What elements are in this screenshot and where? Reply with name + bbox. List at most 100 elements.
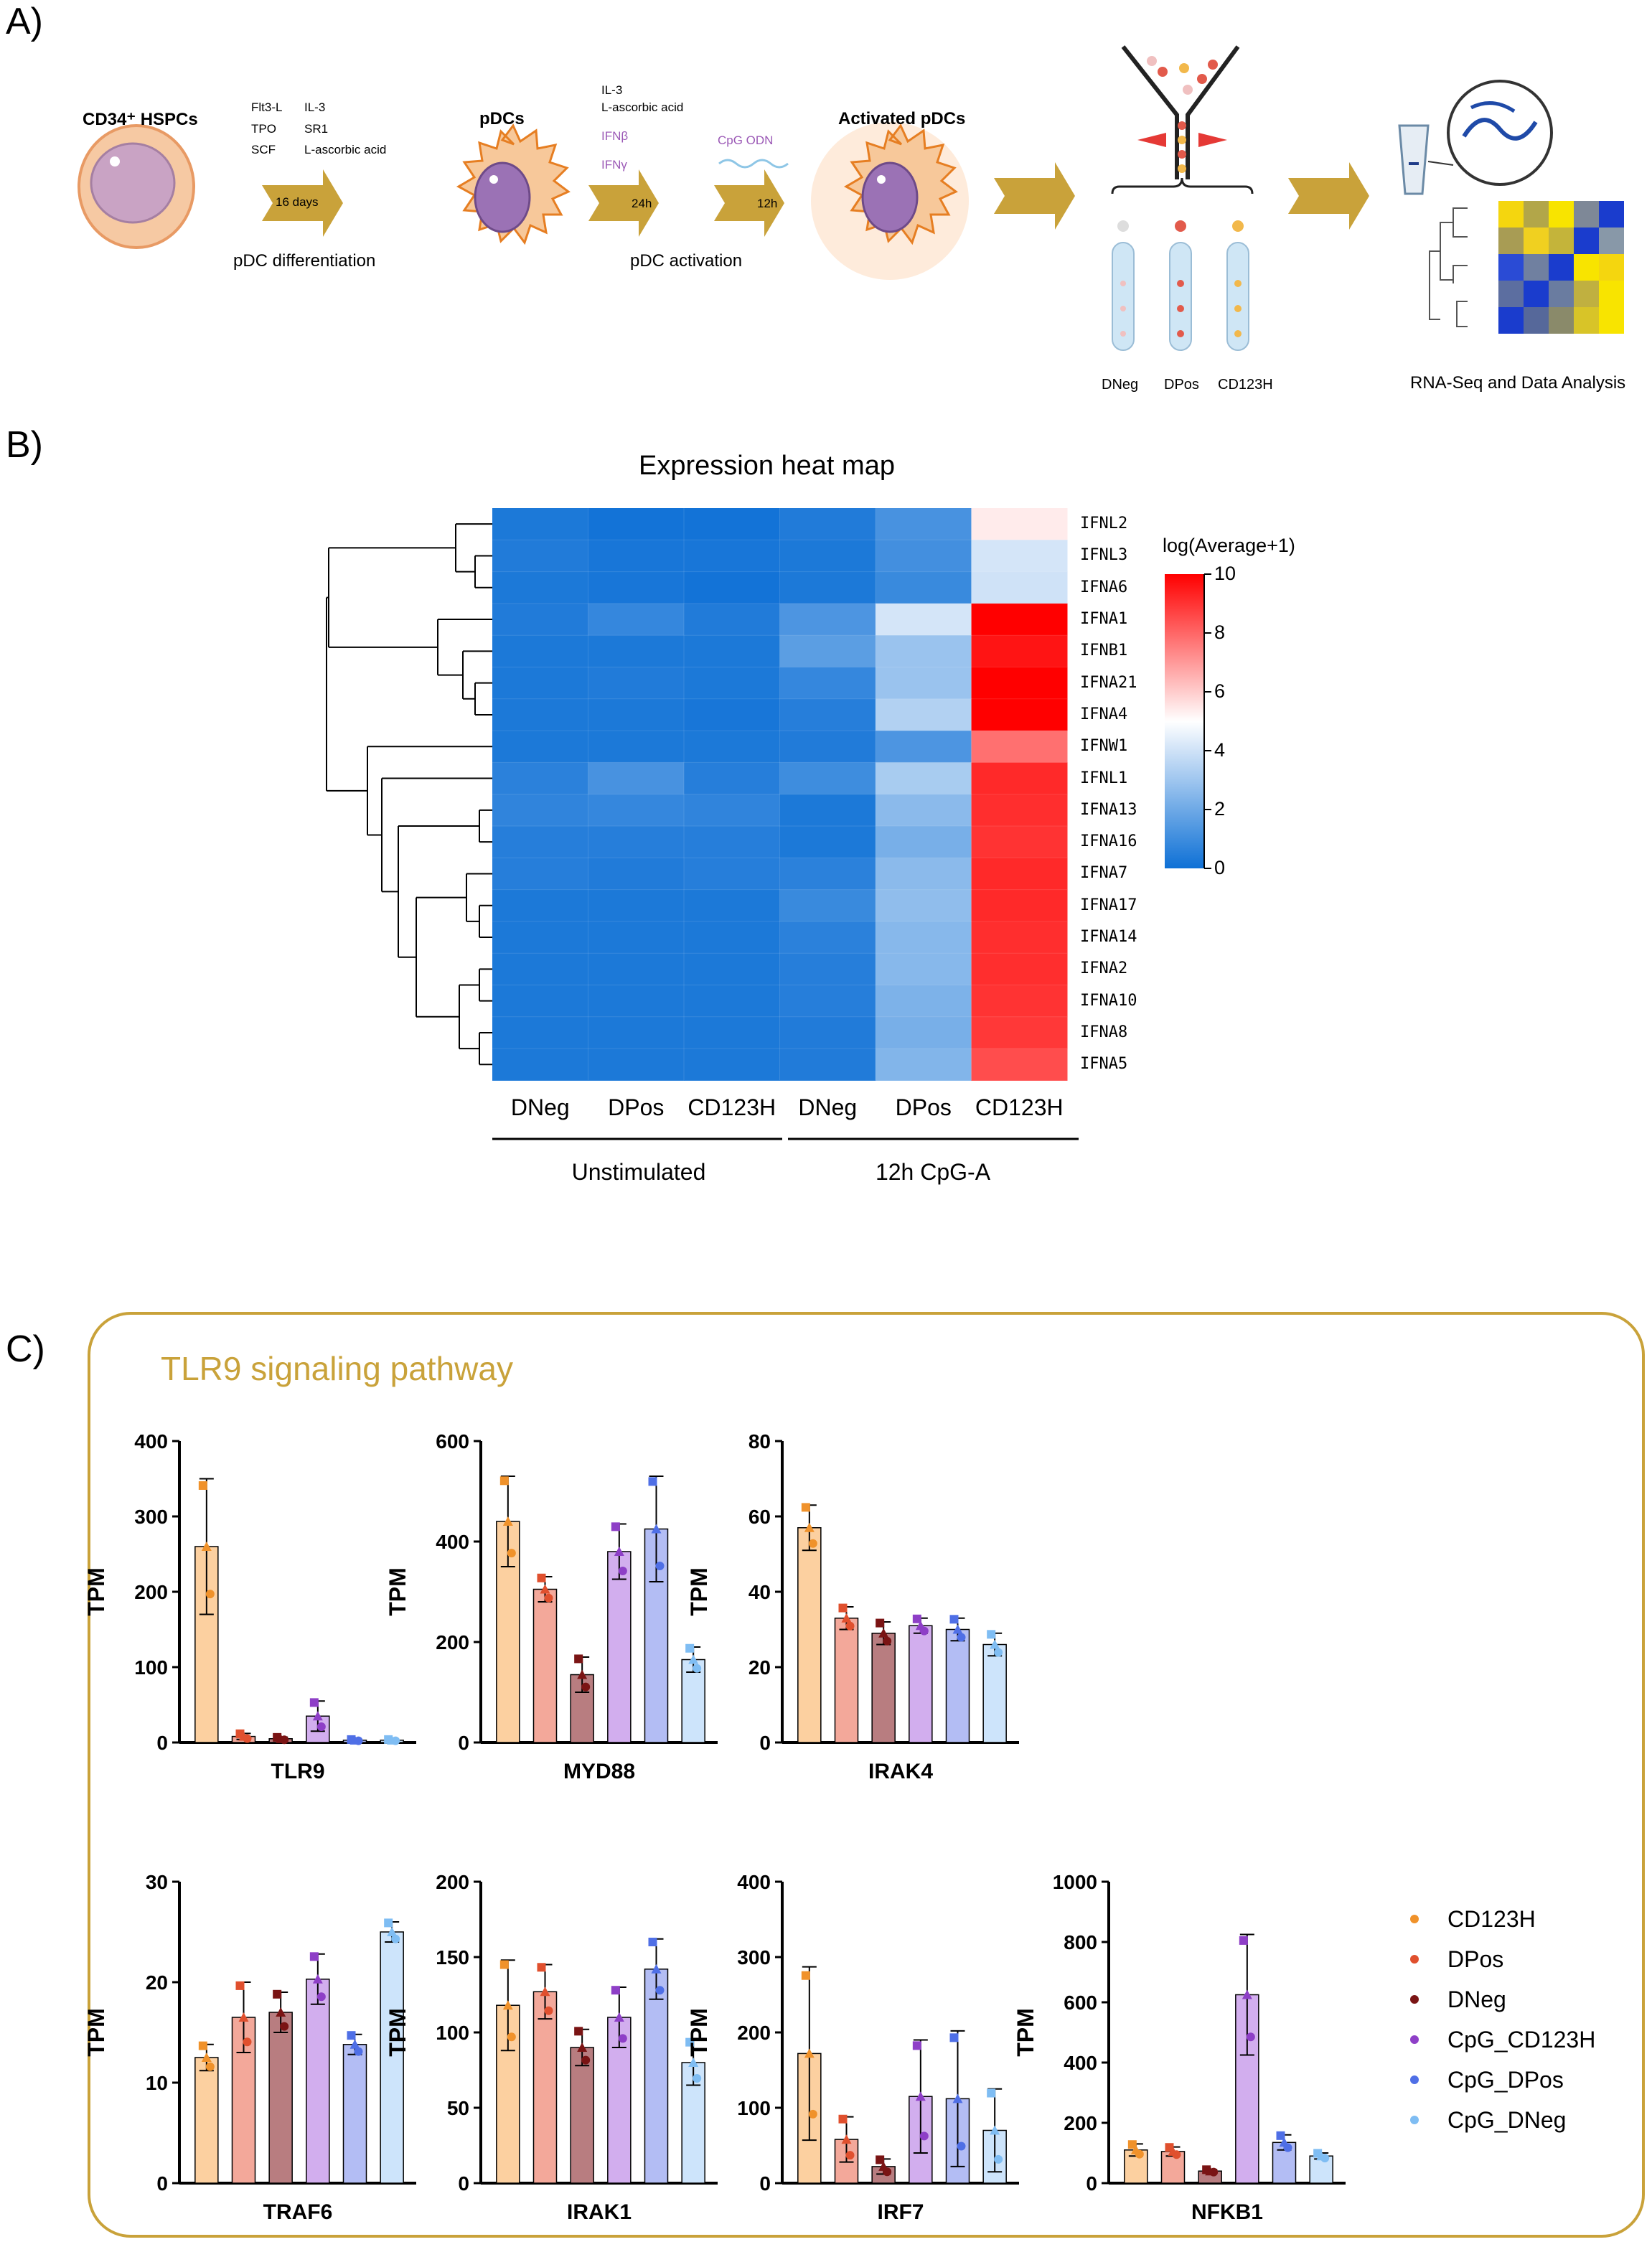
heatmap-cell-IFNL3-3 (779, 540, 876, 573)
replicate-point (838, 2114, 848, 2124)
replicate-point (1320, 2154, 1330, 2163)
act-duration: 24h (632, 197, 652, 210)
y-tick-label: 20 (146, 1971, 168, 1994)
heatmap-cell-IFNA4-4 (876, 698, 972, 731)
heatmap-cell-IFNA21-4 (876, 667, 972, 700)
replicate-point (537, 1573, 546, 1582)
diff-duration: 16 days (276, 195, 319, 209)
legend-label: DPos (1447, 1946, 1504, 1972)
activated-pdc-label: Activated pDCs (838, 109, 966, 128)
heatmap-cell-IFNA5-2 (684, 1049, 780, 1081)
heatmap-cell-IFNA8-2 (684, 1016, 780, 1049)
cpg-odn-icon (718, 159, 789, 169)
y-tick-label: 800 (1064, 1931, 1097, 1953)
heatmap-cell-IFNA14-0 (492, 921, 588, 954)
replicate-point (354, 1736, 363, 1745)
row-label-ifna7: IFNA7 (1080, 864, 1128, 883)
legend-dot-icon (1410, 2075, 1419, 2084)
heatmap-svg (326, 508, 1211, 1140)
replicate-point (651, 1964, 662, 1974)
replicate-point (648, 1938, 657, 1946)
colorbar-tick-4: 4 (1214, 739, 1226, 761)
heatmap-cell-IFNL1-3 (779, 762, 876, 795)
act-factor-ifnb: IFNβ (601, 129, 629, 143)
y-tick-label: 10 (146, 2072, 168, 2094)
colorbar-tick-10: 10 (1214, 563, 1236, 584)
rna-seq-icon (1398, 80, 1553, 195)
replicate-point (949, 2033, 959, 2042)
heatmap-cell-IFNA7-2 (684, 858, 780, 891)
replicate-point (808, 2109, 817, 2119)
replicate-point (957, 1633, 966, 1642)
tube-label-dneg: DNeg (1102, 377, 1139, 393)
y-tick-label: 0 (759, 1732, 771, 1754)
act-step-label: pDC activation (630, 251, 743, 271)
chart-svg-irak1: 0 50 100 150 200 TPM IRAK1 (385, 1871, 718, 2224)
replicate-point (312, 1711, 323, 1721)
heatmap-cell-IFNA6-0 (492, 571, 588, 604)
col-label-4: DPos (895, 1094, 952, 1120)
tube-dpos-icon (1169, 220, 1192, 351)
replicate-point (502, 1516, 513, 1526)
bar-dneg (268, 2012, 293, 2184)
heatmap-cell-IFNA14-2 (684, 921, 780, 954)
tube-dneg-icon (1112, 220, 1135, 351)
heatmap-cell-IFNA2-3 (779, 953, 876, 985)
heatmap-cell-IFNA14-1 (588, 921, 685, 954)
heatmap-cell-IFNA6-4 (876, 571, 972, 604)
y-tick-label: 20 (748, 1656, 771, 1679)
heatmap-cell-IFNW1-4 (876, 731, 972, 763)
colorbar-tick-0: 0 (1214, 857, 1226, 878)
replicate-point (499, 1960, 509, 1969)
heatmap-cell-IFNA16-1 (588, 826, 685, 858)
heatmap-cell-IFNA10-0 (492, 985, 588, 1018)
y-tick-label: 0 (759, 2172, 771, 2195)
heatmap-cell-IFNA10-2 (684, 985, 780, 1018)
arrow-sorting (994, 162, 1075, 230)
y-tick-label: 0 (458, 1732, 469, 1754)
row-label-ifna6: IFNA6 (1080, 578, 1128, 596)
heatmap-cell-IFNW1-5 (971, 731, 1068, 763)
replicate-point (499, 1476, 509, 1486)
heatmap-cell-IFNA13-5 (971, 794, 1068, 827)
legend-label: DNeg (1447, 1986, 1506, 2012)
replicate-point (309, 1952, 319, 1961)
replicate-point (915, 2091, 926, 2101)
replicate-point (577, 1669, 588, 1679)
chart-title: IRAK1 (567, 2200, 632, 2224)
heatmap-cell-IFNA17-4 (876, 889, 972, 922)
replicate-point (544, 1593, 553, 1603)
heatmap-cell-IFNA1-3 (779, 603, 876, 636)
heatmap-cell-IFNA7-0 (492, 858, 588, 891)
replicate-point (618, 1566, 627, 1575)
heatmap-cell-IFNL2-4 (876, 508, 972, 540)
heatmap-cell-IFNW1-2 (684, 731, 780, 763)
y-tick-label: 80 (748, 1430, 771, 1453)
heatmap-cell-IFNA4-5 (971, 698, 1068, 731)
y-tick-label: 0 (156, 2172, 168, 2195)
replicate-point (280, 2022, 289, 2031)
heatmap-cell-IFNA1-2 (684, 603, 780, 636)
row-label-ifnb1: IFNB1 (1080, 642, 1128, 660)
replicate-point (841, 1613, 852, 1623)
legend-dot-icon (1410, 1915, 1419, 1923)
chart-title: NFKB1 (1191, 2200, 1263, 2224)
replicate-point (280, 1735, 289, 1745)
legend-label: CpG_CD123H (1447, 2026, 1596, 2053)
replicate-point (198, 2041, 207, 2050)
row-label-ifna2: IFNA2 (1080, 960, 1128, 978)
chart-svg-myd88: 0 200 400 600 TPM MYD88 (385, 1430, 718, 1783)
tube-cd123h-icon (1226, 220, 1249, 351)
arrow-activation (588, 169, 659, 237)
chart-title: MYD88 (563, 1760, 635, 1783)
legend-dot-icon (1410, 1955, 1419, 1964)
y-tick-label: 200 (134, 1581, 168, 1603)
pathway-title: TLR9 signaling pathway (161, 1350, 513, 1387)
replicate-point (693, 2074, 702, 2083)
bar-cpg_dneg (681, 1659, 705, 1743)
replicate-point (507, 1549, 516, 1558)
replicate-point (544, 2006, 553, 2015)
colorbar-tick-6: 6 (1214, 680, 1226, 702)
heatmap-cell-IFNA17-5 (971, 889, 1068, 922)
heatmap-cell-IFNA13-1 (588, 794, 685, 827)
